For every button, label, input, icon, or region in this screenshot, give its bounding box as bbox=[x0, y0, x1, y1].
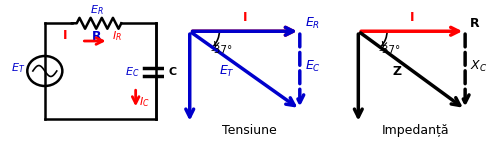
Text: $E_T$: $E_T$ bbox=[10, 61, 25, 75]
Text: $E_R$: $E_R$ bbox=[305, 16, 320, 31]
Text: R: R bbox=[470, 17, 480, 30]
Text: Tensiune: Tensiune bbox=[222, 124, 276, 137]
Text: I: I bbox=[409, 11, 414, 24]
Text: $E_R$: $E_R$ bbox=[90, 3, 104, 17]
Text: $I_R$: $I_R$ bbox=[112, 29, 122, 43]
Text: $X_C$: $X_C$ bbox=[470, 59, 487, 74]
Text: $E_C$: $E_C$ bbox=[125, 65, 139, 79]
Text: Impedanță: Impedanță bbox=[382, 124, 450, 137]
Text: $E_C$: $E_C$ bbox=[305, 59, 321, 74]
Text: I: I bbox=[63, 29, 68, 42]
Text: $E_T$: $E_T$ bbox=[220, 64, 235, 79]
Text: $I_C$: $I_C$ bbox=[139, 95, 149, 109]
Text: -37°: -37° bbox=[211, 45, 233, 55]
Text: C: C bbox=[168, 67, 176, 77]
Text: R: R bbox=[92, 30, 102, 43]
Text: -37°: -37° bbox=[378, 45, 401, 55]
Text: I: I bbox=[243, 11, 247, 24]
Text: Z: Z bbox=[392, 65, 401, 78]
